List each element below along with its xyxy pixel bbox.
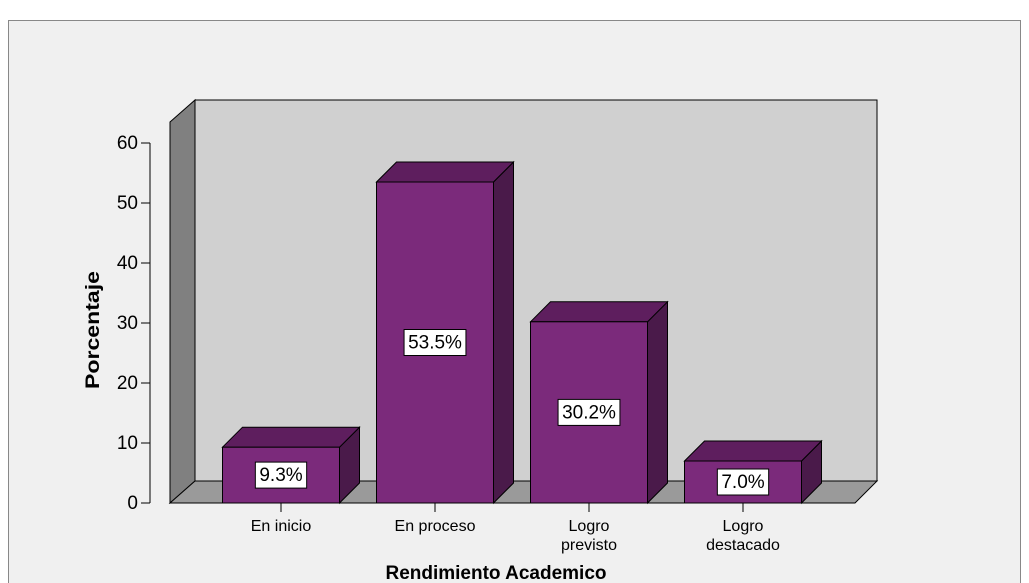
value-label-box [403, 329, 467, 356]
bar-side [493, 160, 514, 505]
y-tick-label: 30 [117, 313, 138, 334]
value-label-box [254, 461, 308, 489]
value-label-box [716, 468, 770, 496]
y-tick-label: 40 [117, 253, 138, 274]
value-label: 30.2% [562, 402, 616, 423]
y-axis-label: Porcentaje [83, 271, 104, 389]
x-tick-label: En proceso [395, 518, 476, 535]
value-label: 53.5% [408, 333, 462, 354]
x-tick-label: En inicio [251, 518, 312, 535]
value-label-box [557, 398, 621, 426]
bar-top [683, 440, 823, 462]
y-tick-label: 50 [117, 193, 138, 214]
bar-top [375, 161, 515, 183]
x-tick-label: Logro destacado [706, 518, 780, 554]
left-wall [169, 98, 196, 505]
y-tick-label: 0 [127, 493, 138, 514]
bar-top [221, 426, 361, 448]
value-label: 9.3% [259, 465, 302, 486]
x-tick-label: Logro previsto [561, 518, 617, 554]
y-tick-label: 60 [117, 133, 138, 154]
y-tick-label: 20 [117, 373, 138, 394]
x-axis-label: Rendimiento Academico [385, 563, 606, 583]
y-tick-label: 10 [117, 433, 138, 454]
value-label: 7.0% [721, 472, 764, 493]
bar-top [529, 301, 669, 323]
bar-side [647, 300, 668, 505]
